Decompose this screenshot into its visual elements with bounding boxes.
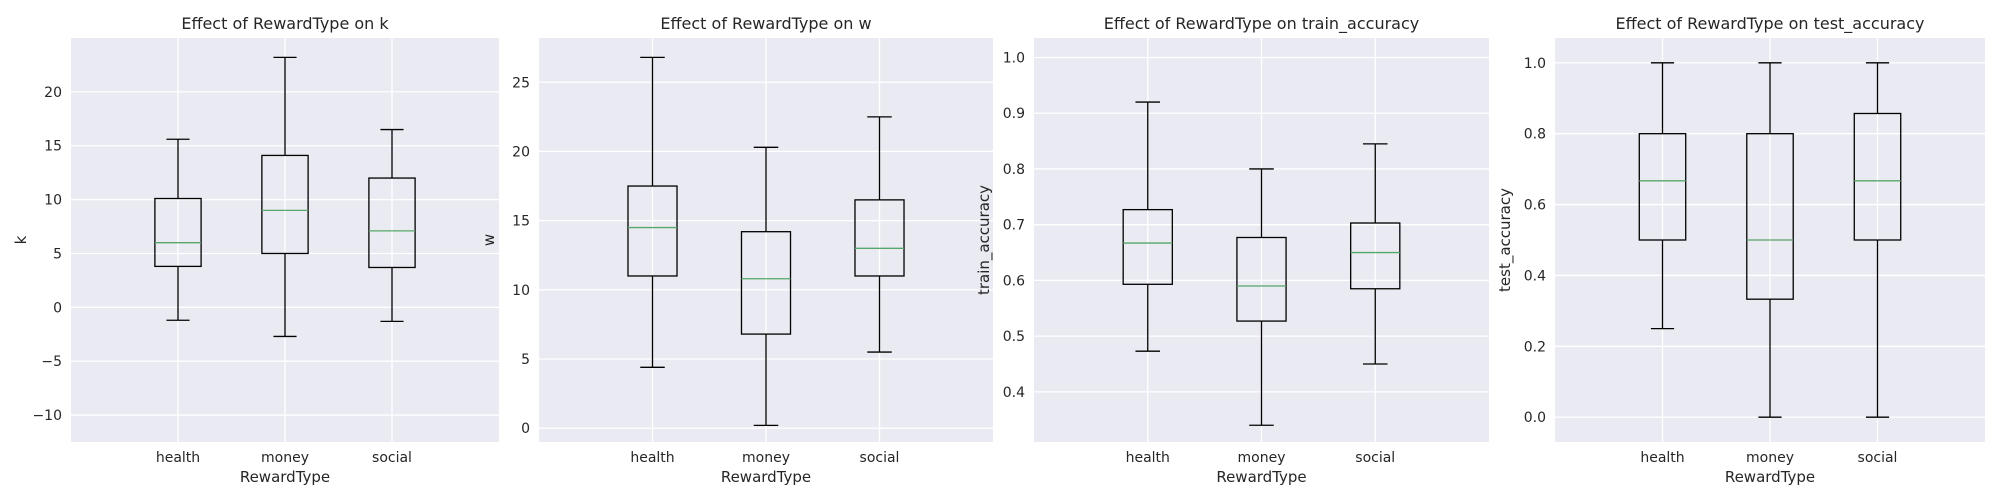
y-tick-label: 0.8 (1003, 162, 1025, 178)
boxplot-panel-4: 0.0 0.2 0.4 0.6 0.8 1.0 health money social Effec… (1496, 14, 1985, 486)
y-tick-label: 1.0 (1524, 56, 1546, 72)
y-tick-label: 0.4 (1003, 385, 1025, 401)
boxplot-panel-1: −10 −5 0 5 10 15 20 health money social Effect of … (12, 14, 499, 486)
y-tick-label: 0.9 (1003, 106, 1025, 122)
x-tick-label: money (1746, 450, 1794, 466)
y-tick-label: 20 (512, 144, 530, 160)
box-money (1746, 62, 1794, 418)
y-tick-label: 0.8 (1524, 127, 1546, 143)
box-social (1853, 62, 1902, 418)
y-tick-label: 0.6 (1524, 198, 1546, 214)
y-tick-label: 10 (44, 193, 62, 209)
iqr-box (627, 185, 678, 277)
x-tick-label: health (1640, 450, 1684, 466)
x-axis-label: RewardType (1216, 468, 1306, 486)
boxplot-panel-3: 0.4 0.5 0.6 0.7 0.8 0.9 1.0 health money social Ef… (975, 14, 1489, 486)
chart-title: Effect of RewardType on test_accuracy (1616, 14, 1925, 34)
y-tick-label: 1.0 (1003, 51, 1025, 67)
x-tick-label: social (860, 450, 900, 466)
iqr-box (261, 154, 309, 255)
x-tick-label: health (630, 450, 674, 466)
y-tick-label: 0 (521, 421, 530, 437)
y-axis-label: train_accuracy (975, 185, 994, 295)
x-tick-label: money (261, 450, 309, 466)
y-axis-label: w (480, 234, 498, 246)
boxplot-panel-2: 0 5 10 15 20 25 health money social Effect of Rew… (480, 14, 993, 486)
y-axis-label: test_accuracy (1496, 188, 1515, 292)
chart-title: Effect of RewardType on k (181, 14, 389, 33)
iqr-box (368, 177, 416, 269)
y-tick-label: 0 (53, 300, 62, 316)
y-tick-label: 10 (512, 283, 530, 299)
box-health (1638, 62, 1687, 330)
iqr-box (154, 197, 202, 268)
y-tick-label: −10 (32, 408, 62, 424)
x-tick-label: money (742, 450, 790, 466)
y-tick-label: 15 (44, 139, 62, 155)
x-tick-label: health (156, 450, 200, 466)
box-social (1350, 143, 1401, 365)
iqr-box (1350, 222, 1401, 290)
iqr-box (1746, 133, 1794, 300)
x-axis-label: RewardType (240, 468, 330, 486)
iqr-box (1853, 112, 1902, 241)
iqr-box (1236, 236, 1287, 322)
box-money (740, 146, 792, 427)
box-health (627, 56, 678, 368)
chart-title: Effect of RewardType on w (660, 14, 871, 33)
y-tick-label: 0.4 (1524, 268, 1546, 284)
y-tick-label: 25 (512, 75, 530, 91)
x-tick-label: social (1858, 450, 1898, 466)
x-axis-label: RewardType (1725, 468, 1815, 486)
y-tick-label: 5 (53, 246, 62, 262)
iqr-box (740, 231, 792, 335)
box-health (154, 138, 202, 321)
x-tick-label: social (1355, 450, 1395, 466)
y-tick-label: 0.6 (1003, 273, 1025, 289)
box-social (854, 116, 905, 353)
iqr-box (1122, 208, 1173, 285)
y-tick-label: 0.2 (1524, 339, 1546, 355)
iqr-box (854, 199, 905, 277)
y-tick-label: 0.7 (1003, 218, 1025, 234)
iqr-box (1638, 133, 1687, 241)
y-tick-label: 0.5 (1003, 329, 1025, 345)
y-tick-label: 15 (512, 214, 530, 230)
box-health (1122, 101, 1173, 352)
y-tick-label: 20 (44, 85, 62, 101)
x-axis-label: RewardType (721, 468, 811, 486)
y-tick-label: 0.0 (1524, 410, 1546, 426)
box-money (1236, 168, 1287, 426)
x-tick-label: health (1126, 450, 1170, 466)
x-tick-label: money (1238, 450, 1286, 466)
chart-title: Effect of RewardType on train_accuracy (1104, 14, 1420, 34)
x-tick-label: social (372, 450, 412, 466)
y-tick-label: −5 (41, 354, 62, 370)
y-tick-label: 5 (521, 352, 530, 368)
y-axis-label: k (12, 235, 30, 244)
box-social (368, 128, 416, 322)
box-money (261, 56, 309, 338)
